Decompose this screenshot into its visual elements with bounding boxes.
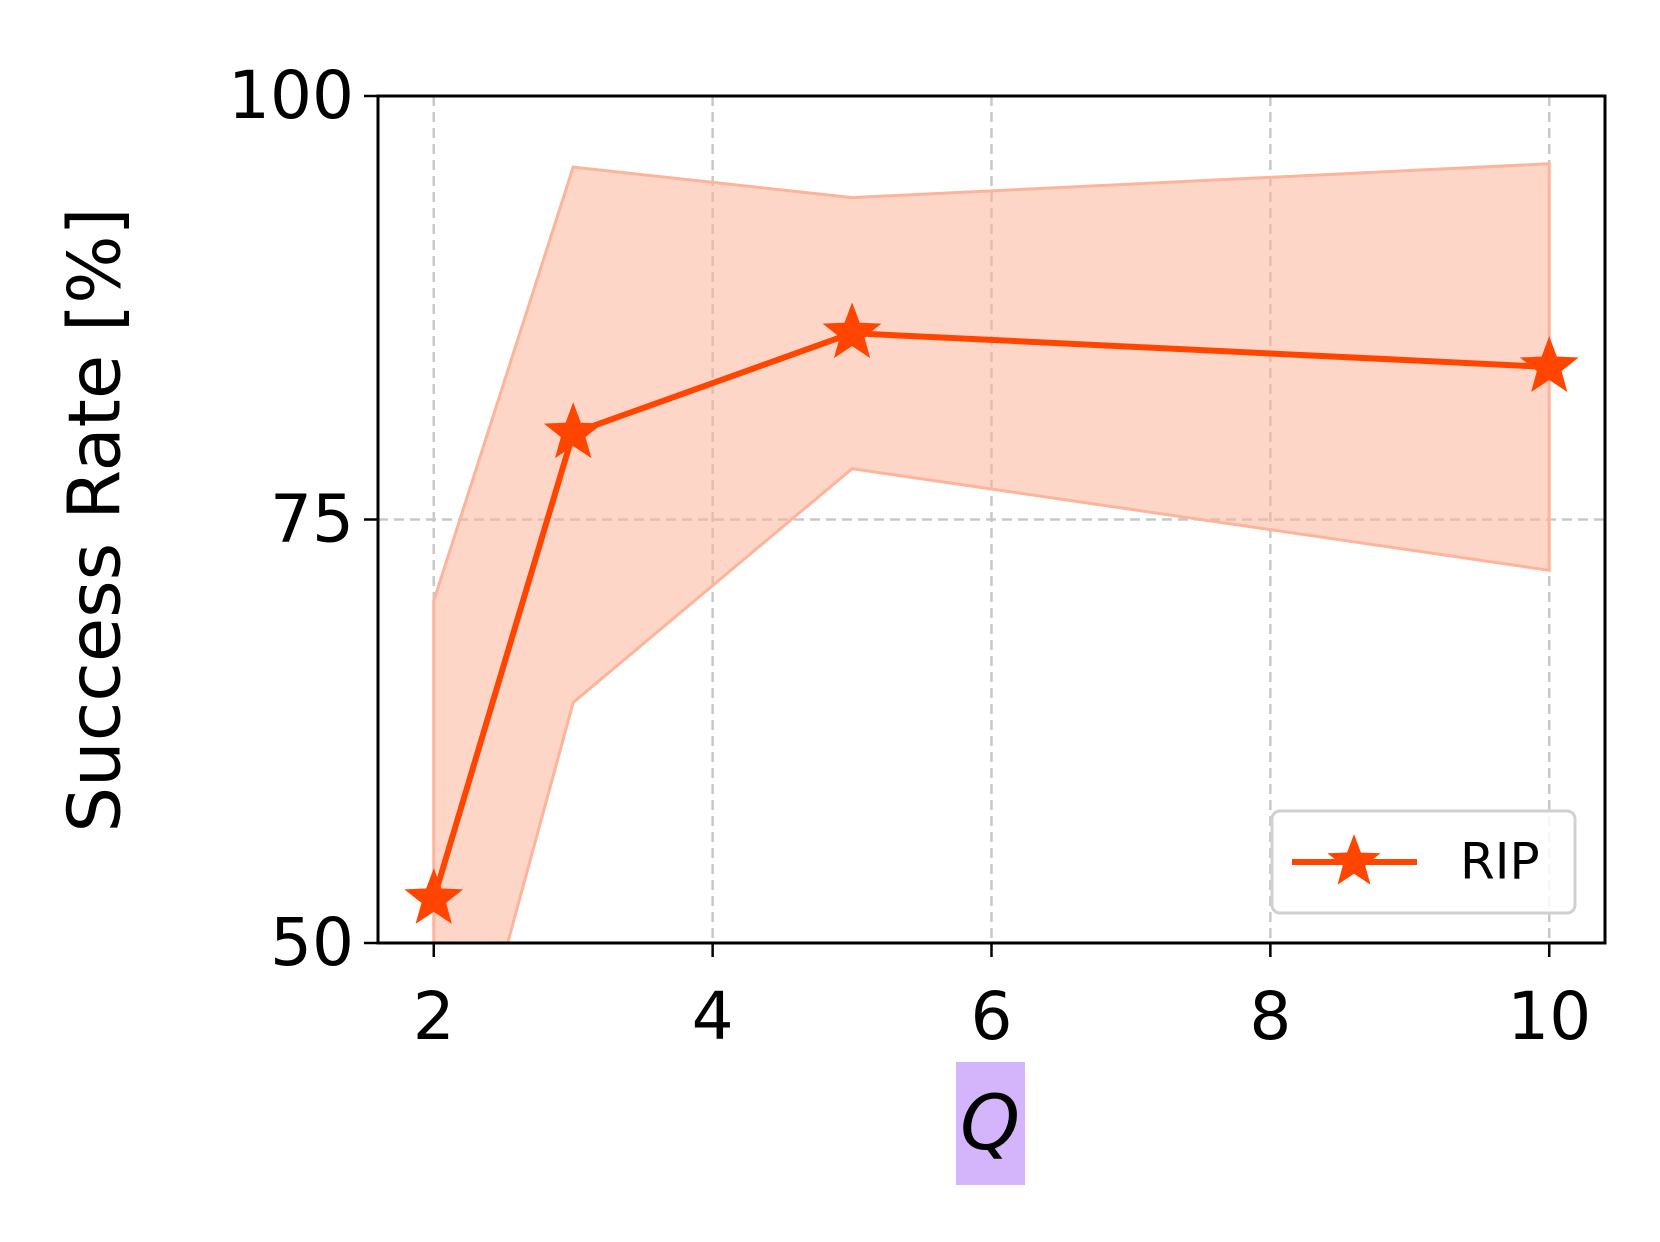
- y-tick-label: 100: [228, 57, 354, 134]
- x-axis-label: Q: [960, 1078, 1020, 1167]
- y-axis-label: Success Rate [%]: [53, 207, 137, 832]
- series-line: [430, 330, 1550, 900]
- legend-marker: [1327, 834, 1381, 885]
- x-tick-label: 4: [692, 978, 734, 1055]
- x-tick-label: 8: [1249, 978, 1291, 1055]
- data-point: [822, 302, 882, 359]
- confidence-band: [432, 162, 1551, 943]
- data-point: [1519, 336, 1579, 393]
- data-point: [543, 402, 603, 459]
- legend-box: [1270, 809, 1577, 915]
- x-tick-label: 2: [413, 978, 455, 1055]
- legend-label: RIP: [1460, 833, 1540, 891]
- y-tick-label: 50: [270, 904, 354, 981]
- plot-frame: [376, 94, 1607, 945]
- data-point: [404, 868, 464, 924]
- x-label-highlight: [956, 1062, 1025, 1185]
- x-tick-label: 10: [1507, 978, 1591, 1055]
- y-tick-label: 75: [270, 481, 354, 558]
- x-tick-label: 6: [971, 978, 1013, 1055]
